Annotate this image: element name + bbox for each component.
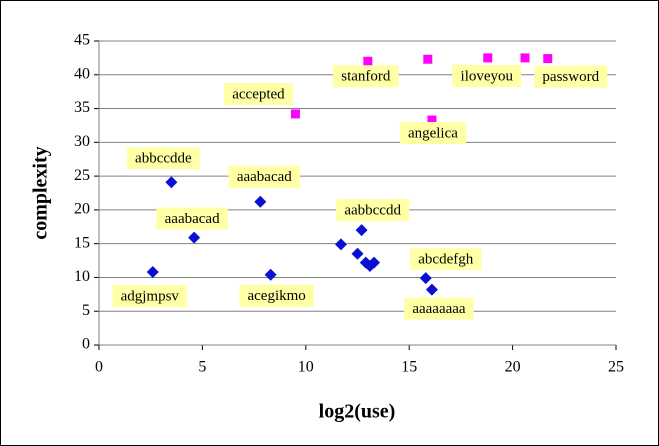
x-tick-label: 20 [505, 359, 521, 376]
x-tick-label: 0 [95, 359, 103, 376]
point [188, 231, 201, 244]
point-label-group: angelica [399, 122, 467, 145]
point-label-box [333, 65, 399, 88]
point-label: adgjmpsv [121, 288, 180, 304]
y-tick-label: 0 [82, 336, 90, 353]
x-tick-label: 5 [198, 359, 206, 376]
point-label-group: stanford [333, 65, 399, 88]
point-label-group: abbccdde [126, 147, 200, 170]
point-label-group: iloveyou [452, 64, 522, 87]
point-label: abcdefgh [418, 252, 473, 268]
point-label: angelica [408, 125, 458, 141]
y-tick-label: 5 [82, 302, 90, 319]
point-label-box [452, 64, 522, 87]
point-label-box [534, 65, 608, 88]
point [165, 176, 178, 189]
point-label-group: aaabacad [156, 207, 228, 230]
point [334, 238, 347, 251]
point-label: iloveyou [461, 68, 514, 84]
point-label-box [410, 248, 482, 271]
y-axis-title: complexity [30, 146, 52, 239]
point [254, 195, 267, 208]
point-label-group: adgjmpsv [112, 285, 188, 308]
point-label-box [156, 207, 228, 230]
y-tick-label: 10 [74, 268, 90, 285]
point [425, 283, 438, 296]
point-label: stanford [341, 69, 391, 85]
x-tick-label: 10 [298, 359, 314, 376]
y-tick-label: 35 [74, 99, 90, 116]
y-tick-label: 20 [74, 201, 90, 218]
point-label-group: abcdefgh [410, 248, 482, 271]
y-tick-label: 15 [74, 234, 90, 251]
point [543, 54, 553, 64]
point-label-box [239, 284, 314, 307]
point-label-group: accepted [223, 82, 293, 105]
point [419, 272, 432, 285]
point-label-group: acegikmo [239, 284, 314, 307]
x-axis-title: log2(use) [319, 401, 396, 423]
point-label: aabbccdd [344, 203, 401, 219]
point-label-box [404, 297, 474, 320]
point [520, 53, 530, 63]
y-tick-label: 30 [74, 133, 90, 150]
point-label: aaaaaaaa [412, 301, 466, 317]
point-label: aaabacad [237, 169, 292, 185]
point [423, 54, 433, 64]
y-tick-label: 40 [74, 65, 90, 82]
point [351, 247, 364, 260]
point-label: accepted [232, 86, 285, 102]
point-label: acegikmo [247, 288, 305, 304]
point-label-box [126, 147, 200, 170]
point-label-group: aaaaaaaa [404, 297, 474, 320]
point [290, 109, 300, 119]
point [264, 268, 277, 281]
point [146, 266, 159, 279]
point-label-box [399, 122, 467, 145]
y-tick-label: 45 [74, 32, 90, 49]
point-label-box [228, 165, 301, 188]
y-tick-label: 25 [74, 167, 90, 184]
x-tick-label: 25 [608, 359, 624, 376]
point [368, 256, 381, 269]
point-label: password [542, 69, 599, 85]
x-tick-label: 15 [401, 359, 417, 376]
point [483, 53, 493, 63]
point [355, 224, 368, 237]
point [427, 115, 437, 125]
point-label-box [223, 82, 293, 105]
point-label-box [112, 285, 188, 308]
point [363, 56, 373, 66]
point-label-group: aabbccdd [336, 199, 410, 222]
point-label-group: password [534, 65, 608, 88]
point-label-group: aaabacad [228, 165, 301, 188]
point-label: aaabacad [165, 211, 220, 227]
point-label-box [336, 199, 410, 222]
point-label: abbccdde [135, 151, 192, 167]
